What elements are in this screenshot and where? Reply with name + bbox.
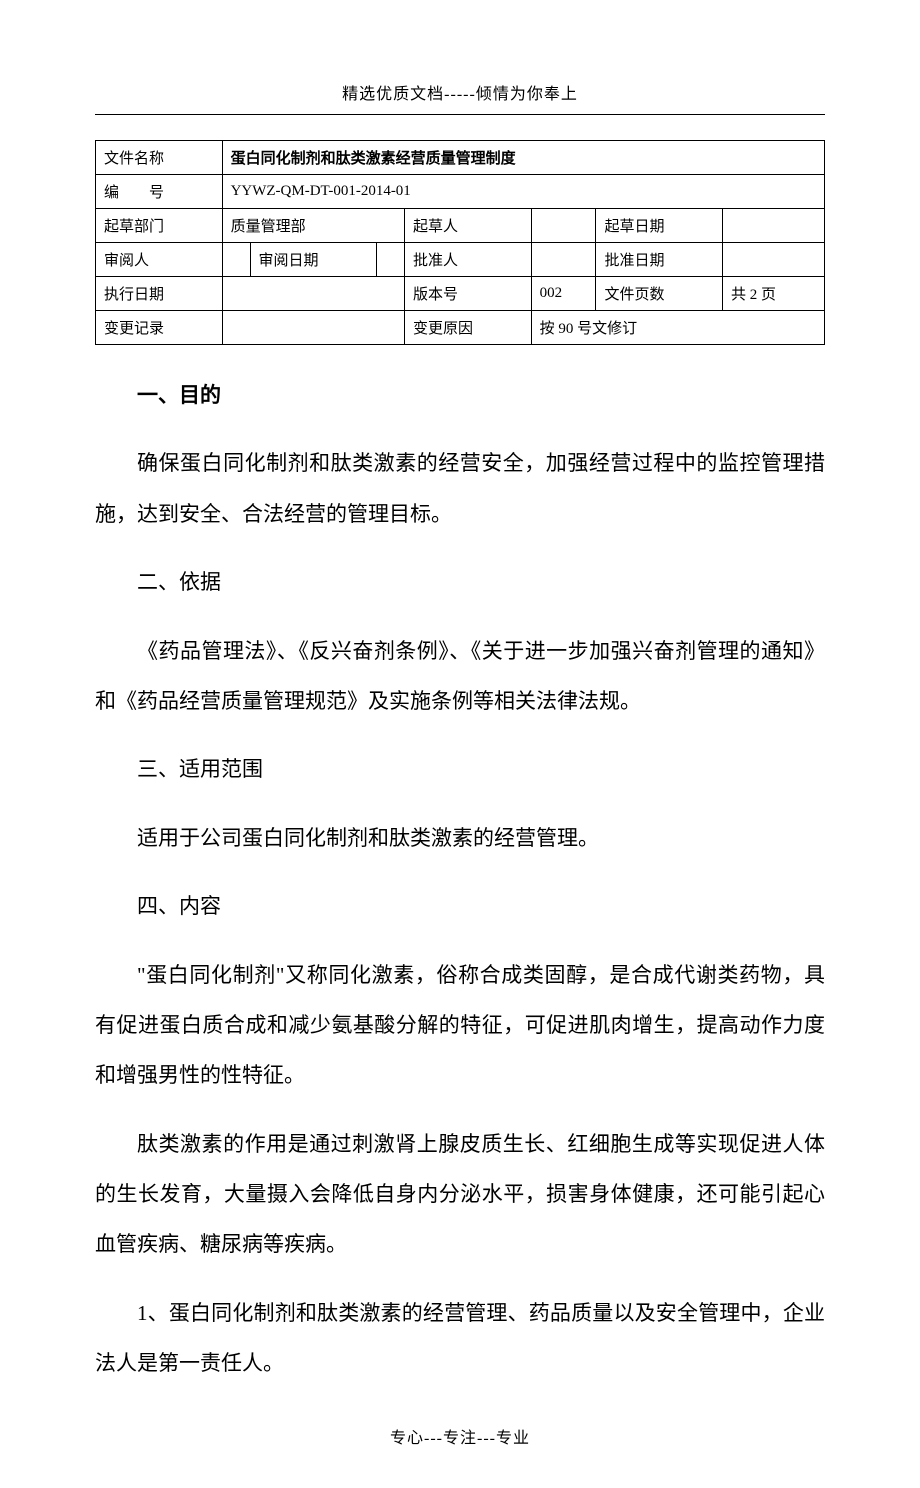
- label-change-log: 变更记录: [96, 311, 223, 345]
- value-change-reason: 按 90 号文修订: [531, 311, 824, 345]
- label-exec-date: 执行日期: [96, 277, 223, 311]
- value-review-date: [377, 243, 405, 277]
- table-row: 起草部门 质量管理部 起草人 起草日期: [96, 209, 825, 243]
- table-row: 执行日期 版本号 002 文件页数 共 2 页: [96, 277, 825, 311]
- section-4-paragraph-1: "蛋白同化制剂"又称同化激素，俗称合成类固醇，是合成代谢类药物，具有促进蛋白质合…: [95, 950, 825, 1101]
- value-draft-dept: 质量管理部: [222, 209, 404, 243]
- value-file-name: 蛋白同化制剂和肽类激素经营质量管理制度: [222, 141, 824, 175]
- section-3-title: 三、适用范围: [95, 744, 825, 794]
- label-doc-no: 编 号: [96, 175, 223, 209]
- label-change-reason: 变更原因: [405, 311, 532, 345]
- label-review-date: 审阅日期: [250, 243, 377, 277]
- label-draft-dept: 起草部门: [96, 209, 223, 243]
- section-3-paragraph: 适用于公司蛋白同化制剂和肽类激素的经营管理。: [95, 813, 825, 863]
- value-exec-date: [222, 277, 404, 311]
- value-approver: [531, 243, 596, 277]
- label-draft-date: 起草日期: [596, 209, 723, 243]
- label-pages: 文件页数: [596, 277, 723, 311]
- label-version: 版本号: [405, 277, 532, 311]
- section-2-title: 二、依据: [95, 557, 825, 607]
- value-approve-date: [723, 243, 825, 277]
- table-row: 审阅人 审阅日期 批准人 批准日期: [96, 243, 825, 277]
- label-approve-date: 批准日期: [596, 243, 723, 277]
- section-1-title: 一、目的: [95, 370, 825, 420]
- value-version: 002: [531, 277, 596, 311]
- label-drafter: 起草人: [405, 209, 532, 243]
- section-2-paragraph: 《药品管理法》、《反兴奋剂条例》、《关于进一步加强兴奋剂管理的通知》和《药品经营…: [95, 626, 825, 727]
- label-approver: 批准人: [405, 243, 532, 277]
- section-4-paragraph-2: 肽类激素的作用是通过刺激肾上腺皮质生长、红细胞生成等实现促进人体的生长发育，大量…: [95, 1119, 825, 1270]
- table-row: 文件名称 蛋白同化制剂和肽类激素经营质量管理制度: [96, 141, 825, 175]
- label-reviewer: 审阅人: [96, 243, 223, 277]
- value-reviewer: [222, 243, 250, 277]
- value-drafter: [531, 209, 596, 243]
- header-divider: [95, 114, 825, 115]
- table-row: 变更记录 变更原因 按 90 号文修订: [96, 311, 825, 345]
- value-change-log: [222, 311, 404, 345]
- page-footer-text: 专心---专注---专业: [95, 1424, 825, 1448]
- section-1-paragraph: 确保蛋白同化制剂和肽类激素的经营安全，加强经营过程中的监控管理措施，达到安全、合…: [95, 438, 825, 539]
- value-draft-date: [723, 209, 825, 243]
- table-row: 编 号 YYWZ-QM-DT-001-2014-01: [96, 175, 825, 209]
- label-file-name: 文件名称: [96, 141, 223, 175]
- value-pages: 共 2 页: [723, 277, 825, 311]
- value-doc-no: YYWZ-QM-DT-001-2014-01: [222, 175, 824, 209]
- document-meta-table: 文件名称 蛋白同化制剂和肽类激素经营质量管理制度 编 号 YYWZ-QM-DT-…: [95, 140, 825, 345]
- section-4-paragraph-3: 1、蛋白同化制剂和肽类激素的经营管理、药品质量以及安全管理中，企业法人是第一责任…: [95, 1288, 825, 1389]
- section-4-title: 四、内容: [95, 881, 825, 931]
- page-header-text: 精选优质文档-----倾情为你奉上: [95, 80, 825, 104]
